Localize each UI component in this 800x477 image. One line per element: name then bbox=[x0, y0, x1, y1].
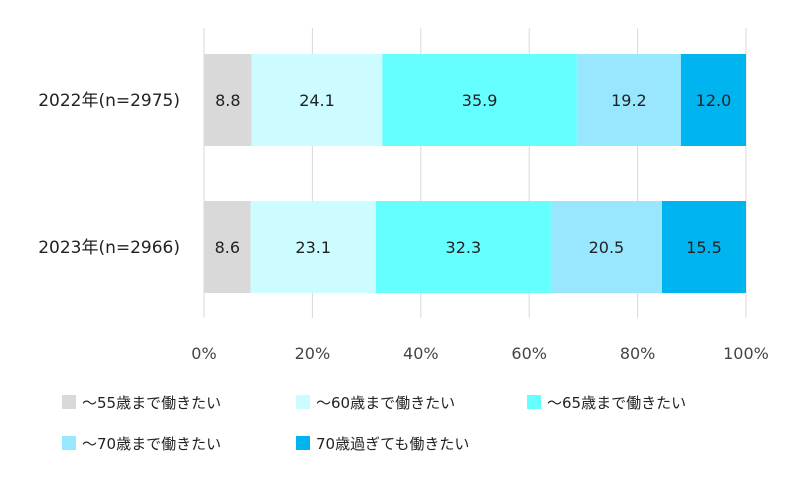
data-label: 35.9 bbox=[462, 91, 498, 110]
data-label: 19.2 bbox=[611, 91, 647, 110]
legend-label: ～60歳まで働きたい bbox=[316, 394, 455, 412]
data-label: 12.0 bbox=[696, 91, 732, 110]
legend: ～55歳まで働きたい ～60歳まで働きたい ～65歳まで働きたい ～70歳まで働きたい… bbox=[62, 394, 686, 453]
bar-segment bbox=[680, 54, 746, 146]
data-label: 15.5 bbox=[686, 238, 722, 257]
bar-segment bbox=[661, 201, 746, 293]
tick-label: 80% bbox=[620, 344, 656, 363]
bar-segment bbox=[576, 54, 681, 146]
data-label: 32.3 bbox=[446, 238, 482, 257]
data-label: 8.8 bbox=[215, 91, 240, 110]
bar-segment bbox=[204, 201, 251, 293]
bar-segment bbox=[250, 201, 376, 293]
data-label: 20.5 bbox=[589, 238, 625, 257]
bar-segment bbox=[550, 201, 662, 293]
tick-label: 60% bbox=[511, 344, 547, 363]
category-labels: 2022年(n=2975) 2023年(n=2966) bbox=[38, 91, 180, 258]
legend-swatch bbox=[62, 395, 76, 409]
legend-swatch bbox=[62, 436, 76, 450]
legend-label: ～70歳まで働きたい bbox=[82, 435, 221, 453]
tick-label: 100% bbox=[723, 344, 769, 363]
x-axis-ticks: 0% 20% 40% 60% 80% 100% bbox=[191, 344, 769, 363]
legend-swatch bbox=[296, 395, 310, 409]
legend-swatch bbox=[527, 395, 541, 409]
tick-label: 20% bbox=[295, 344, 331, 363]
legend-label: ～65歳まで働きたい bbox=[547, 394, 686, 412]
data-label: 24.1 bbox=[299, 91, 335, 110]
category-label: 2023年(n=2966) bbox=[38, 238, 180, 258]
bar-segment bbox=[204, 54, 252, 146]
bar-segment bbox=[382, 54, 577, 146]
bar-segment bbox=[251, 54, 383, 146]
legend-label: ～55歳まで働きたい bbox=[82, 394, 221, 412]
data-label: 23.1 bbox=[295, 238, 331, 257]
legend-label: 70歳過ぎても働きたい bbox=[316, 435, 469, 453]
bar-segment bbox=[375, 201, 551, 293]
tick-label: 40% bbox=[403, 344, 439, 363]
legend-swatch bbox=[296, 436, 310, 450]
data-label: 8.6 bbox=[215, 238, 240, 257]
tick-label: 0% bbox=[191, 344, 216, 363]
bars: 8.8 24.1 35.9 19.2 12.0 8.6 23.1 32.3 20.5 15.5 bbox=[204, 54, 746, 293]
category-label: 2022年(n=2975) bbox=[38, 91, 180, 111]
